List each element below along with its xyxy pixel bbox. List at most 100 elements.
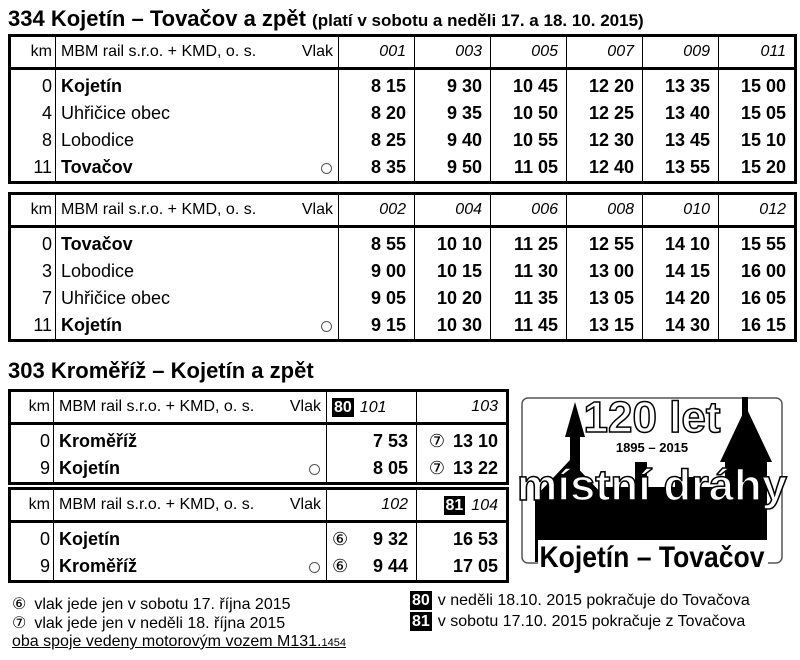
departure-time: ⑥ 9 44 xyxy=(326,553,417,582)
table-row: 0 Kroměříž 7 53 ⑦ 13 10 xyxy=(9,423,508,455)
station-label: Uhřičice obec xyxy=(61,288,171,308)
note-7: ⑦ vlak jede jen v neděli 18. října 2015 xyxy=(12,615,286,632)
table-row: 11 Kojetín 9 15 10 30 11 45 13 15 14 30 16 15 xyxy=(9,312,796,341)
departure-time: 13 35 xyxy=(642,68,719,100)
time: 9 32 xyxy=(372,529,408,549)
table-row: 0 Kojetín 8 15 9 30 10 45 12 20 13 35 15 00 xyxy=(9,68,796,100)
station-name: Tovačov xyxy=(55,226,339,258)
anniversary-logo: 120 let 1895 – 2015 místní dráhy Kojetín… xyxy=(516,392,788,574)
km-value: 9 xyxy=(9,455,54,484)
station-name: Kroměříž xyxy=(53,423,327,455)
departure-time: 16 00 xyxy=(718,258,796,285)
departure-time: ⑦ 13 22 xyxy=(416,455,508,484)
vlak-label: Vlak xyxy=(301,201,333,218)
station-label: Lobodice xyxy=(61,261,135,281)
svg-text:Kojetín – Tovačov: Kojetín – Tovačov xyxy=(540,541,765,574)
departure-time: 11 05 xyxy=(490,154,567,183)
departure-time: 13 15 xyxy=(566,312,643,341)
km-value: 7 xyxy=(9,285,56,312)
departure-time: 11 45 xyxy=(490,312,567,341)
note-80: 80 v neděli 18.10. 2015 pokračuje do Tova… xyxy=(410,591,750,610)
station-label: Kojetín xyxy=(59,529,120,549)
table-row: 0 Tovačov 8 55 10 10 11 25 12 55 14 10 15 55 xyxy=(9,226,796,258)
table-row: 0 Kojetín ⑥ 9 32 16 53 xyxy=(9,521,508,553)
vlak-label: Vlak xyxy=(289,398,321,415)
departure-time: 8 15 xyxy=(338,68,415,100)
time: 13 10 xyxy=(452,431,498,451)
train-number: 004 xyxy=(414,193,491,228)
train-number: 003 xyxy=(414,35,491,70)
table-row: 9 Kojetín 8 05 ⑦ 13 22 xyxy=(9,455,508,484)
operator-header: MBM rail s.r.o. + KMD, o. s. Vlak xyxy=(55,35,339,70)
km-value: 11 xyxy=(9,312,56,341)
departure-time: 11 25 xyxy=(490,226,567,258)
station-label: Kojetín xyxy=(59,458,120,478)
departure-time: 12 55 xyxy=(566,226,643,258)
km-value: 0 xyxy=(9,68,56,100)
train-number: 007 xyxy=(566,35,643,70)
departure-time: 8 35 xyxy=(338,154,415,183)
station-name: Uhřičice obec xyxy=(55,285,339,312)
title-334: 334 Kojetín – Tovačov a zpět (platí v so… xyxy=(8,6,644,31)
km-value: 3 xyxy=(9,258,56,285)
table-row: 11 Tovačov 8 35 9 50 11 05 12 40 13 55 15 20 xyxy=(9,154,796,183)
train-number: 010 xyxy=(642,193,719,228)
departure-time: 10 45 xyxy=(490,68,567,100)
departure-time: 10 30 xyxy=(414,312,491,341)
vlak-label: Vlak xyxy=(301,43,333,60)
timetable-303-there: km MBM rail s.r.o. + KMD, o. s. Vlak 80 101 1… xyxy=(8,389,509,485)
operator-header: MBM rail s.r.o. + KMD, o. s. Vlak xyxy=(53,488,327,523)
vlak-label: Vlak xyxy=(289,496,321,513)
departure-time: 11 35 xyxy=(490,285,567,312)
train-number: 006 xyxy=(490,193,567,228)
station-label: Lobodice xyxy=(61,130,135,150)
departure-time: 15 05 xyxy=(718,100,796,127)
note-badge: 81 xyxy=(443,495,466,515)
departure-time: 9 50 xyxy=(414,154,491,183)
train-number: 011 xyxy=(718,35,796,70)
departure-time: 10 55 xyxy=(490,127,567,154)
departure-time: 10 15 xyxy=(414,258,491,285)
station-label: Kroměříž xyxy=(59,556,138,576)
train-no: 101 xyxy=(359,398,387,416)
departure-time: 9 05 xyxy=(338,285,415,312)
operator-name: MBM rail s.r.o. + KMD, o. s. xyxy=(61,201,257,218)
departure-time: 11 30 xyxy=(490,258,567,285)
terminus-circle-icon xyxy=(321,163,332,174)
train-number: 002 xyxy=(338,193,415,228)
departure-time: 8 25 xyxy=(338,127,415,154)
header-row: km MBM rail s.r.o. + KMD, o. s. Vlak 80 101 1… xyxy=(9,390,508,425)
km-header: km xyxy=(9,390,54,425)
table-row: 9 Kroměříž ⑥ 9 44 17 05 xyxy=(9,553,508,582)
departure-time: ⑦ 13 10 xyxy=(416,423,508,455)
train-number: 80 101 xyxy=(326,390,417,425)
station-name: Kojetín xyxy=(53,455,327,484)
station-name: Kojetín xyxy=(53,521,327,553)
timetable-303-back: km MBM rail s.r.o. + KMD, o. s. Vlak 102 81 1… xyxy=(8,487,509,583)
departure-time: 13 00 xyxy=(566,258,643,285)
train-number: 012 xyxy=(718,193,796,228)
train-number: 81 104 xyxy=(416,488,508,523)
station-name: Uhřičice obec xyxy=(55,100,339,127)
table-row: 4 Uhřičice obec 8 20 9 35 10 50 12 25 13 40 15 … xyxy=(9,100,796,127)
station-label: Tovačov xyxy=(61,157,133,177)
day-mark: ⑥ xyxy=(332,529,349,549)
departure-time: 10 20 xyxy=(414,285,491,312)
km-value: 4 xyxy=(9,100,56,127)
departure-time: 9 15 xyxy=(338,312,415,341)
train-number: 005 xyxy=(490,35,567,70)
timetable-334-back: km MBM rail s.r.o. + KMD, o. s. Vlak 002 004… xyxy=(8,192,797,342)
departure-time: 8 05 xyxy=(326,455,417,484)
train-no: 103 xyxy=(471,398,498,415)
station-label: Kojetín xyxy=(61,315,122,335)
station-name: Lobodice xyxy=(55,258,339,285)
header-row: km MBM rail s.r.o. + KMD, o. s. Vlak 102 81 1… xyxy=(9,488,508,523)
svg-text:místní dráhy: místní dráhy xyxy=(517,461,788,510)
departure-time: 17 05 xyxy=(416,553,508,582)
train-no: 102 xyxy=(381,496,408,513)
departure-time: 7 53 xyxy=(326,423,417,455)
operator-name: MBM rail s.r.o. + KMD, o. s. xyxy=(61,43,257,60)
departure-time: 16 53 xyxy=(416,521,508,553)
departure-time: 14 15 xyxy=(642,258,719,285)
departure-time: 9 30 xyxy=(414,68,491,100)
